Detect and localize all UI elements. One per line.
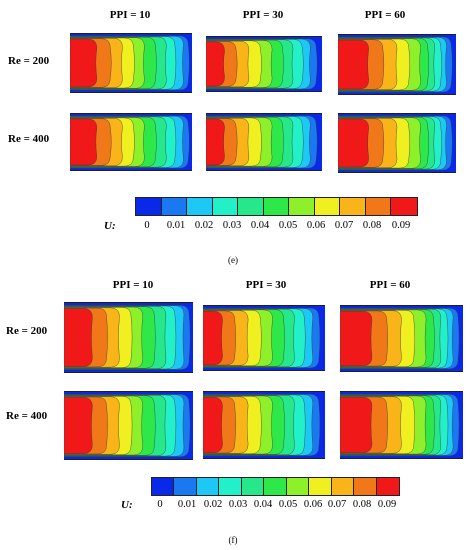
- colorbar-tick: 0.05: [278, 499, 298, 510]
- figure-caption-f: (f): [228, 535, 238, 545]
- colorbar-f-labels: U: 0 0.01 0.02 0.03 0.04 0.05 0.06 0.07 …: [115, 499, 415, 515]
- colorbar-swatch: [376, 478, 399, 495]
- contour-svg: [206, 113, 322, 171]
- contour-panel-e-re400-ppi30: [206, 113, 322, 171]
- contour-panel-e-re400-ppi10: [70, 113, 192, 171]
- colorbar-tick: 0.03: [222, 220, 242, 231]
- contour-band: [206, 41, 225, 87]
- colorbar-tick: 0.01: [177, 499, 197, 510]
- colorbar-tick: 0.04: [253, 499, 273, 510]
- contour-svg: [203, 391, 325, 459]
- contour-svg: [70, 113, 192, 171]
- contour-svg: [64, 391, 193, 460]
- contour-band: [203, 397, 223, 453]
- colorbar-tick: 0.07: [334, 220, 354, 231]
- colorbar-tick: 0.03: [228, 499, 248, 510]
- contour-panel-f-re400-ppi10: [64, 391, 193, 460]
- colorbar-tick: 0.08: [352, 499, 372, 510]
- colorbar-swatch: [219, 478, 242, 495]
- contour-svg: [70, 33, 192, 93]
- colorbar-tick: 0.06: [306, 220, 326, 231]
- colorbar-swatch: [174, 478, 197, 495]
- colorbar-tick: 0.04: [250, 220, 270, 231]
- colorbar-swatch: [212, 198, 239, 215]
- contour-band: [338, 118, 369, 168]
- contour-svg: [338, 113, 456, 173]
- colorbar-tick: 0: [144, 220, 150, 231]
- colorbar-swatch: [354, 478, 377, 495]
- colorbar-swatch: [286, 478, 310, 495]
- contour-svg: [203, 305, 325, 371]
- colorbar-tick: 0.01: [166, 220, 186, 231]
- colorbar-swatch: [187, 198, 213, 215]
- colorbar-swatch: [264, 478, 287, 495]
- contour-svg: [338, 34, 456, 95]
- contour-band: [70, 118, 98, 166]
- contour-panel-f-re400-ppi60: [340, 391, 463, 459]
- contour-svg: [64, 302, 193, 373]
- colorbar-tick: 0.09: [377, 499, 397, 510]
- contour-panel-e-re200-ppi30: [206, 36, 322, 92]
- row-label-re-200: Re = 200: [6, 325, 48, 337]
- contour-band: [70, 38, 98, 88]
- column-label-ppi-60: PPI = 60: [364, 9, 406, 21]
- colorbar-symbol: U:: [121, 499, 133, 511]
- contour-panel-e-re200-ppi60: [338, 34, 456, 95]
- contour-panel-f-re200-ppi30: [203, 305, 325, 371]
- colorbar-e-labels: U: 0 0.01 0.02 0.03 0.04 0.05 0.06 0.07 …: [100, 220, 440, 236]
- colorbar-f: [151, 477, 400, 496]
- row-label-re-400: Re = 400: [8, 133, 50, 145]
- colorbar-swatch: [391, 198, 417, 215]
- contour-band: [64, 308, 93, 367]
- colorbar-symbol: U:: [104, 220, 116, 232]
- column-label-ppi-30: PPI = 30: [242, 9, 284, 21]
- figure-caption-e: (e): [228, 255, 238, 265]
- contour-panel-f-re200-ppi60: [340, 305, 463, 372]
- column-label-ppi-30: PPI = 30: [245, 279, 287, 291]
- row-label-re-400: Re = 400: [6, 410, 48, 422]
- row-label-re-200: Re = 200: [8, 55, 50, 67]
- colorbar-swatch: [314, 198, 341, 215]
- contour-band: [340, 311, 373, 366]
- contour-band: [206, 118, 225, 166]
- colorbar-tick: 0.08: [362, 220, 382, 231]
- contour-svg: [340, 305, 463, 372]
- column-label-ppi-10: PPI = 10: [112, 279, 154, 291]
- contour-band: [338, 39, 369, 90]
- contour-band: [64, 397, 93, 454]
- colorbar-tick: 0.07: [327, 499, 347, 510]
- colorbar-swatch: [152, 478, 175, 495]
- colorbar-swatch: [340, 198, 366, 215]
- colorbar-tick: 0.02: [194, 220, 214, 231]
- contour-svg: [340, 391, 463, 459]
- colorbar-swatch: [136, 198, 162, 215]
- colorbar-tick: 0: [157, 499, 163, 510]
- colorbar-tick: 0.02: [203, 499, 223, 510]
- column-label-ppi-60: PPI = 60: [369, 279, 411, 291]
- contour-panel-e-re200-ppi10: [70, 33, 192, 93]
- colorbar-swatch: [289, 198, 315, 215]
- contour-panel-f-re400-ppi30: [203, 391, 325, 459]
- colorbar-swatch: [161, 198, 188, 215]
- colorbar-swatch: [309, 478, 332, 495]
- contour-svg: [206, 36, 322, 92]
- colorbar-tick: 0.06: [303, 499, 323, 510]
- contour-panel-f-re200-ppi10: [64, 302, 193, 373]
- contour-band: [203, 311, 223, 365]
- contour-band: [340, 397, 373, 453]
- colorbar-swatch: [238, 198, 264, 215]
- contour-panel-e-re400-ppi60: [338, 113, 456, 173]
- colorbar-swatch: [263, 198, 290, 215]
- colorbar-tick: 0.09: [391, 220, 411, 231]
- column-label-ppi-10: PPI = 10: [109, 9, 151, 21]
- colorbar-swatch: [365, 198, 392, 215]
- colorbar-swatch: [196, 478, 220, 495]
- colorbar-tick: 0.05: [278, 220, 298, 231]
- colorbar-e: [135, 197, 418, 216]
- colorbar-swatch: [331, 478, 355, 495]
- colorbar-swatch: [241, 478, 265, 495]
